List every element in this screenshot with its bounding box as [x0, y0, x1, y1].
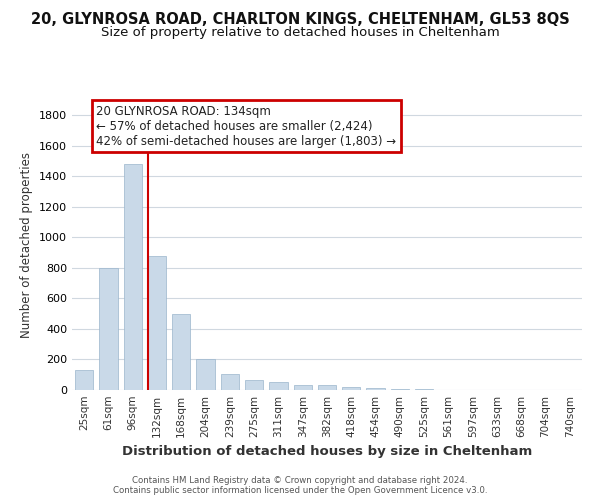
X-axis label: Distribution of detached houses by size in Cheltenham: Distribution of detached houses by size …: [122, 446, 532, 458]
Text: Size of property relative to detached houses in Cheltenham: Size of property relative to detached ho…: [101, 26, 499, 39]
Bar: [221, 374, 239, 390]
Bar: [318, 386, 336, 390]
Bar: [293, 384, 312, 390]
Bar: [172, 314, 190, 390]
Bar: [148, 256, 166, 390]
Bar: [245, 380, 263, 390]
Bar: [100, 268, 118, 390]
Text: 20 GLYNROSA ROAD: 134sqm
← 57% of detached houses are smaller (2,424)
42% of sem: 20 GLYNROSA ROAD: 134sqm ← 57% of detach…: [96, 104, 397, 148]
Y-axis label: Number of detached properties: Number of detached properties: [20, 152, 34, 338]
Text: Contains HM Land Registry data © Crown copyright and database right 2024.
Contai: Contains HM Land Registry data © Crown c…: [113, 476, 487, 495]
Bar: [391, 389, 409, 390]
Bar: [367, 388, 385, 390]
Bar: [342, 387, 361, 390]
Bar: [196, 360, 215, 390]
Bar: [75, 370, 93, 390]
Bar: [124, 164, 142, 390]
Bar: [269, 382, 287, 390]
Text: 20, GLYNROSA ROAD, CHARLTON KINGS, CHELTENHAM, GL53 8QS: 20, GLYNROSA ROAD, CHARLTON KINGS, CHELT…: [31, 12, 569, 28]
